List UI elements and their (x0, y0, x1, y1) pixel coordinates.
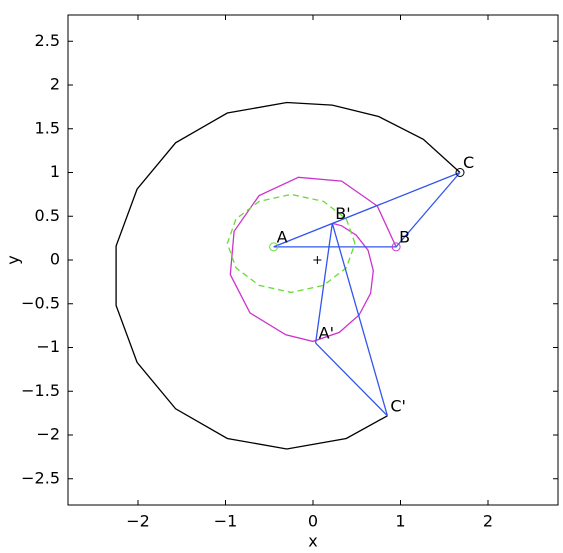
curve (229, 176, 397, 343)
x-tick-label: 1 (395, 512, 405, 531)
y-tick-label: 0.5 (35, 206, 60, 225)
point-label: C (463, 153, 474, 172)
point-label: A' (319, 324, 334, 343)
y-tick-label: 1.5 (35, 118, 60, 137)
curve (226, 193, 356, 294)
point-label: B' (335, 204, 350, 223)
y-tick-label: 0 (50, 250, 60, 269)
point-marker (391, 242, 401, 252)
y-tick-label: −2.5 (21, 468, 60, 487)
point-label: C' (390, 396, 406, 415)
center-marker (313, 256, 322, 264)
point-label: B (399, 227, 410, 246)
y-axis-label: y (4, 255, 23, 264)
point-label: A (277, 227, 288, 246)
y-tick-label: −1 (36, 337, 60, 356)
y-tick-label: −0.5 (21, 293, 60, 312)
y-tick-label: 2 (50, 75, 60, 94)
curve (115, 101, 461, 450)
point-marker (269, 242, 279, 252)
x-tick-label: −2 (126, 512, 150, 531)
point-marker (455, 168, 465, 177)
plot-frame (67, 14, 559, 506)
y-tick-label: −2 (36, 425, 60, 444)
curve (273, 171, 461, 417)
y-tick-label: 2.5 (35, 31, 60, 50)
x-tick-label: 2 (483, 512, 493, 531)
x-tick-label: −1 (214, 512, 238, 531)
x-tick-label: 0 (308, 512, 318, 531)
y-tick-label: −1.5 (21, 381, 60, 400)
y-tick-label: 1 (50, 162, 60, 181)
x-axis-label: x (308, 532, 317, 551)
